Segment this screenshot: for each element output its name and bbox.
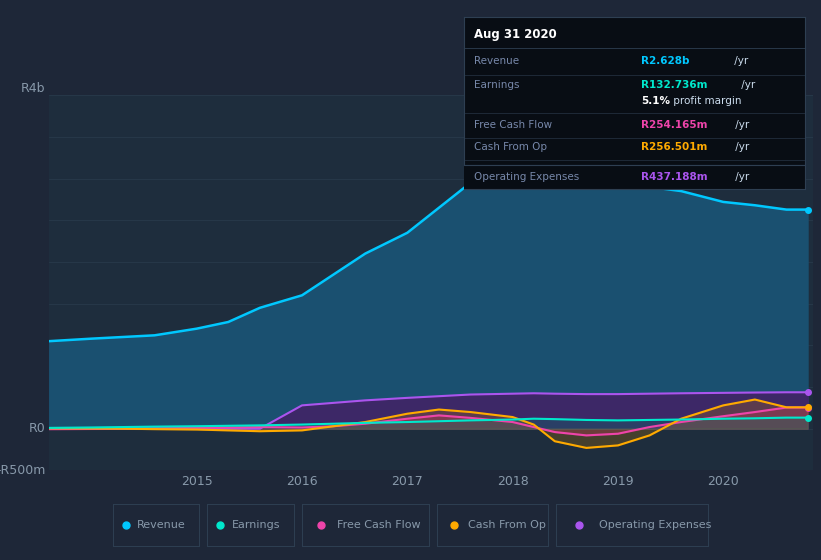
Text: Operating Expenses: Operating Expenses <box>599 520 711 530</box>
Text: 5.1%: 5.1% <box>641 96 670 106</box>
Text: -R500m: -R500m <box>0 464 45 477</box>
Text: R2.628b: R2.628b <box>641 57 690 66</box>
Text: R4b: R4b <box>21 82 45 95</box>
Text: R254.165m: R254.165m <box>641 120 708 130</box>
Text: profit margin: profit margin <box>670 96 741 106</box>
Text: R132.736m: R132.736m <box>641 80 708 90</box>
Text: R437.188m: R437.188m <box>641 172 708 182</box>
Text: Free Cash Flow: Free Cash Flow <box>337 520 421 530</box>
Text: Revenue: Revenue <box>474 57 519 66</box>
Text: Earnings: Earnings <box>232 520 280 530</box>
Text: Revenue: Revenue <box>137 520 186 530</box>
Text: Operating Expenses: Operating Expenses <box>474 172 580 182</box>
Text: /yr: /yr <box>732 57 749 66</box>
Text: Free Cash Flow: Free Cash Flow <box>474 120 553 130</box>
Text: /yr: /yr <box>738 80 755 90</box>
Text: R0: R0 <box>29 422 45 435</box>
Text: R256.501m: R256.501m <box>641 142 708 152</box>
Text: /yr: /yr <box>732 120 750 130</box>
Text: Aug 31 2020: Aug 31 2020 <box>474 28 557 41</box>
Text: /yr: /yr <box>732 172 750 182</box>
Text: /yr: /yr <box>732 142 750 152</box>
Text: Cash From Op: Cash From Op <box>474 142 547 152</box>
Text: Cash From Op: Cash From Op <box>468 520 546 530</box>
Text: Earnings: Earnings <box>474 80 520 90</box>
